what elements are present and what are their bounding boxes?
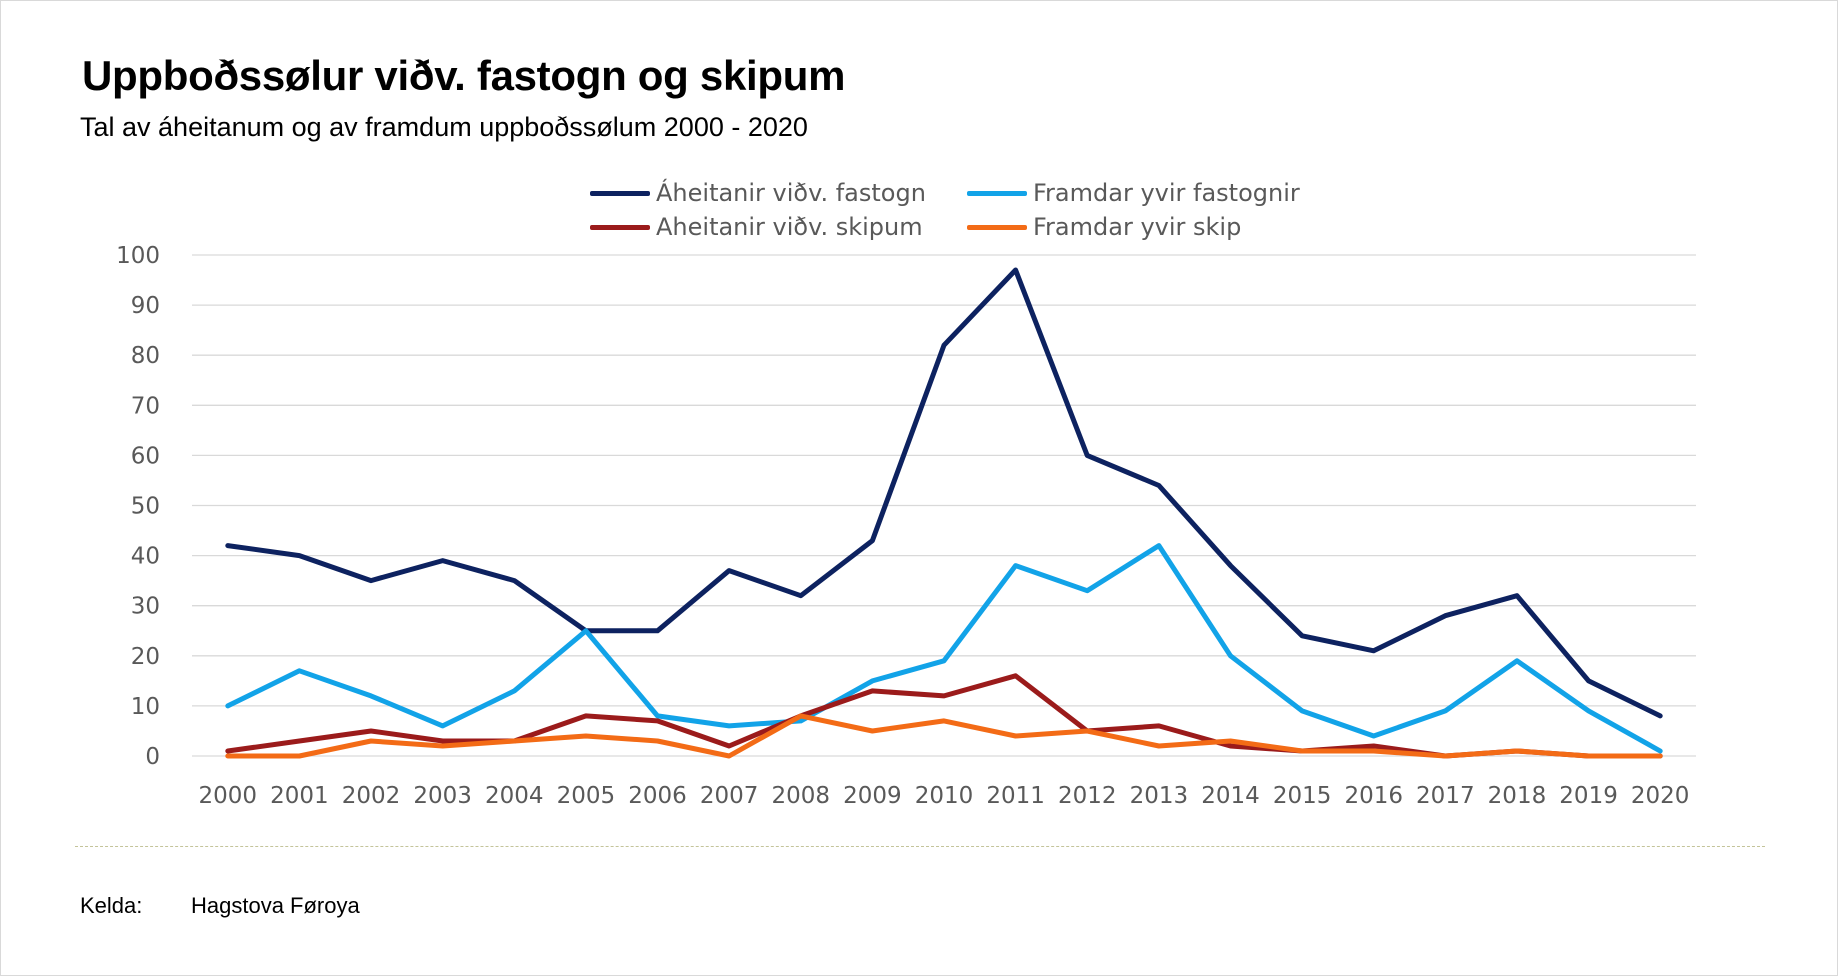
series-line-0 (225, 267, 1663, 719)
x-tick-label: 2006 (628, 783, 687, 809)
legend-label: Framdar yvir skip (1033, 213, 1242, 241)
chart-title: Uppboðssølur viðv. fastogn og skipum (82, 52, 846, 99)
y-tick-label: 90 (131, 293, 160, 319)
x-tick-label: 2005 (557, 783, 616, 809)
y-tick-label: 60 (131, 443, 160, 469)
y-tick-label: 30 (131, 594, 160, 620)
legend-swatch (967, 190, 1027, 196)
y-tick-label: 100 (116, 243, 160, 269)
x-tick-label: 2017 (1416, 783, 1475, 809)
x-tick-label: 2002 (342, 783, 401, 809)
chart-legend: Áheitanir viðv. fastogn Framdar yvir fas… (590, 179, 1350, 249)
x-tick-label: 2019 (1559, 783, 1618, 809)
legend-swatch (590, 190, 650, 196)
y-tick-label: 50 (131, 494, 160, 520)
legend-label: Aheitanir viðv. skipum (656, 213, 923, 241)
x-tick-label: 2009 (843, 783, 902, 809)
x-tick-label: 2016 (1344, 783, 1403, 809)
legend-label: Framdar yvir fastognir (1033, 179, 1300, 207)
legend-item-framdar-fastognir: Framdar yvir fastognir (967, 179, 1300, 207)
x-tick-label: 2020 (1631, 783, 1690, 809)
y-tick-label: 0 (145, 744, 160, 770)
x-tick-label: 2018 (1488, 783, 1547, 809)
x-tick-label: 2008 (771, 783, 830, 809)
x-tick-label: 2013 (1130, 783, 1189, 809)
x-tick-label: 2014 (1201, 783, 1260, 809)
source-value: Hagstova Føroya (191, 893, 360, 918)
y-tick-label: 80 (131, 343, 160, 369)
legend-item-aheitanir-skipum: Aheitanir viðv. skipum (590, 213, 923, 241)
y-tick-label: 70 (131, 393, 160, 419)
footer-divider (75, 846, 1765, 847)
x-tick-label: 2000 (199, 783, 258, 809)
x-tick-label: 2007 (700, 783, 759, 809)
legend-label: Áheitanir viðv. fastogn (656, 179, 926, 207)
y-tick-label: 20 (131, 644, 160, 670)
series-line-1 (225, 543, 1663, 754)
legend-item-aheitanir-fastogn: Áheitanir viðv. fastogn (590, 179, 926, 207)
legend-swatch (967, 224, 1027, 230)
x-tick-label: 2003 (413, 783, 472, 809)
series-line-3 (225, 713, 1663, 759)
x-tick-label: 2015 (1273, 783, 1332, 809)
x-tick-label: 2004 (485, 783, 544, 809)
chart-subtitle: Tal av áheitanum og av framdum uppboðssø… (80, 112, 808, 142)
legend-item-framdar-skip: Framdar yvir skip (967, 213, 1241, 241)
source-label: Kelda: (80, 893, 143, 918)
x-tick-label: 2012 (1058, 783, 1117, 809)
x-tick-label: 2011 (986, 783, 1045, 809)
x-tick-label: 2010 (915, 783, 974, 809)
legend-swatch (590, 224, 650, 230)
x-tick-label: 2001 (270, 783, 329, 809)
y-tick-label: 10 (131, 694, 160, 720)
y-tick-label: 40 (131, 544, 160, 570)
